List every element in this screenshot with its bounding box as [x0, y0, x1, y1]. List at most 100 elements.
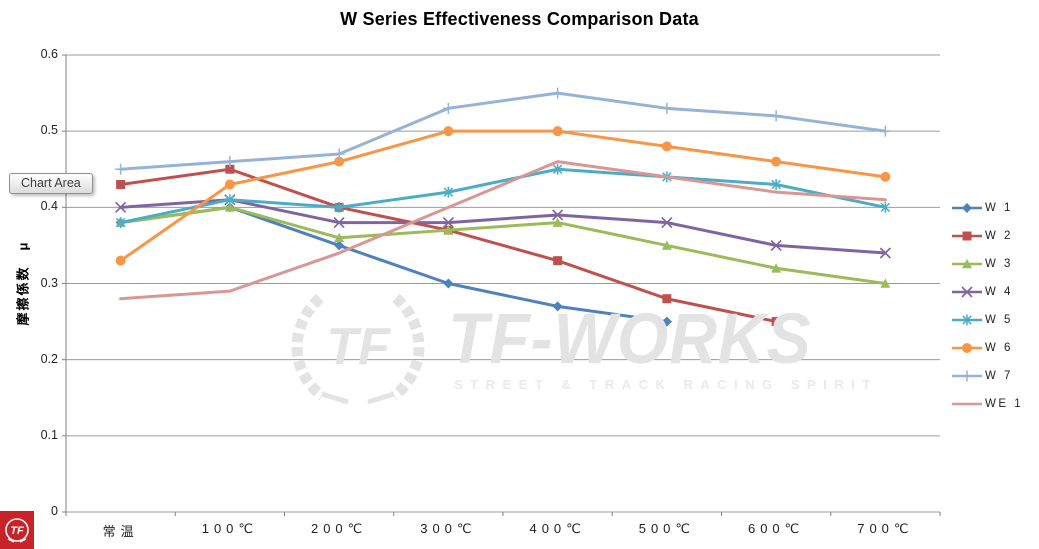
legend-label-w3: W 3: [985, 258, 1013, 270]
series-line-w5[interactable]: [119, 167, 887, 225]
legend-item-w1[interactable]: W 1: [951, 194, 1023, 222]
data-point-marker: [334, 240, 345, 251]
x-tick-label: 700℃: [857, 521, 914, 536]
x-tick-label: 常温: [102, 524, 139, 539]
data-point-marker: [333, 148, 345, 160]
legend-label-w6: W 6: [985, 342, 1013, 354]
data-point-marker: [962, 231, 972, 241]
x-tick-label: 200℃: [310, 521, 368, 536]
data-point-marker: [225, 194, 235, 206]
data-point-marker: [443, 225, 454, 235]
data-point-marker: [443, 186, 454, 198]
chart-area-tooltip: Chart Area: [9, 173, 93, 194]
chart-title: W Series Effectiveness Comparison Data: [340, 9, 699, 29]
series-line-w7[interactable]: [119, 91, 887, 171]
data-point-marker: [879, 247, 891, 259]
legend-marker-w6-icon: [952, 343, 982, 353]
series-line-w6[interactable]: [119, 129, 887, 263]
legend-label-w5: W 5: [985, 314, 1013, 326]
x-tick-label: 300℃: [420, 521, 477, 536]
legend-marker-w7-icon: [952, 370, 982, 382]
data-point-marker: [661, 141, 672, 152]
series-line-w4[interactable]: [119, 198, 887, 255]
data-point-marker: [962, 203, 972, 213]
data-point-marker: [553, 256, 563, 266]
data-point-marker: [115, 163, 127, 175]
y-axis-title: 摩擦係数 μ: [15, 240, 31, 326]
legend-marker-w4-icon: [952, 286, 982, 298]
data-point-marker: [334, 201, 344, 213]
x-tick-label: 400℃: [529, 521, 586, 536]
y-tick-label: 0.6: [40, 47, 58, 61]
series-line-we1[interactable]: [119, 160, 887, 301]
data-point-marker: [225, 164, 235, 174]
legend-marker-w1-icon: [952, 203, 982, 213]
data-point-marker: [115, 201, 127, 213]
data-point-marker: [443, 278, 454, 289]
data-point-marker: [443, 126, 454, 137]
legend-item-w5[interactable]: W 5: [951, 306, 1023, 334]
data-point-marker: [770, 239, 782, 252]
data-point-marker: [771, 156, 782, 167]
data-point-marker: [661, 240, 672, 250]
legend-item-w3[interactable]: W 3: [951, 250, 1023, 278]
data-point-marker: [224, 202, 235, 212]
data-point-marker: [961, 286, 973, 298]
data-point-marker: [962, 259, 972, 269]
data-point-marker: [333, 216, 345, 229]
legend-marker-w3-icon: [952, 259, 982, 269]
data-point-marker: [552, 217, 563, 227]
legend-item-w4[interactable]: W 4: [951, 278, 1023, 306]
legend: W 1 W 2 W 3 W 4 W 5 W 6 W 7 WE 1: [951, 194, 1023, 418]
legend-marker-we1-icon: [952, 402, 982, 406]
data-point-marker: [552, 126, 563, 137]
data-point-marker: [770, 110, 782, 122]
data-point-marker: [224, 156, 236, 168]
legend-label-w7: W 7: [985, 370, 1013, 382]
series-line-w1[interactable]: [119, 205, 669, 324]
y-tick-label: 0.3: [40, 275, 58, 290]
x-tick-label: 100℃: [201, 521, 259, 536]
data-point-marker: [962, 314, 972, 326]
data-point-marker: [880, 171, 891, 182]
legend-item-w6[interactable]: W 6: [951, 334, 1023, 362]
legend-label-w1: W 1: [985, 202, 1013, 214]
svg-text:TF: TF: [10, 525, 24, 537]
data-point-marker: [880, 278, 891, 288]
data-point-marker: [771, 263, 782, 273]
y-tick-label: 0.1: [40, 427, 58, 442]
data-point-marker: [334, 232, 345, 243]
y-tick-label: 0.2: [40, 351, 58, 366]
data-point-marker: [771, 317, 781, 327]
data-point-marker: [661, 316, 672, 327]
tf-logo-emblem-icon: TF: [5, 518, 29, 543]
legend-item-w7[interactable]: W 7: [951, 362, 1023, 390]
legend-item-we1[interactable]: WE 1: [951, 390, 1023, 418]
data-point-marker: [661, 102, 673, 114]
data-point-marker: [552, 163, 563, 175]
legend-label-w2: W 2: [985, 230, 1013, 242]
data-point-marker: [962, 343, 972, 353]
data-point-marker: [961, 370, 973, 382]
series-line-w3[interactable]: [119, 205, 887, 285]
y-tick-label: 0.4: [40, 199, 58, 214]
data-point-marker: [662, 294, 672, 304]
legend-label-w4: W 4: [985, 286, 1013, 298]
data-point-marker: [442, 216, 454, 229]
legend-marker-w5-icon: [952, 314, 982, 326]
legend-item-w2[interactable]: W 2: [951, 222, 1023, 250]
x-tick-label: 500℃: [638, 521, 696, 536]
data-point-marker: [879, 125, 891, 137]
legend-label-we1: WE 1: [985, 398, 1024, 410]
data-point-marker: [880, 201, 891, 213]
y-tick-label: 0.5: [40, 123, 58, 138]
data-point-marker: [334, 156, 345, 167]
data-point-marker: [552, 301, 563, 312]
tf-works-logo: TF: [0, 511, 34, 549]
y-tick-label: 0: [51, 504, 58, 518]
data-point-marker: [116, 179, 126, 189]
x-tick-label: 600℃: [747, 521, 805, 536]
legend-marker-w2-icon: [952, 231, 982, 241]
data-point-marker: [115, 217, 126, 229]
